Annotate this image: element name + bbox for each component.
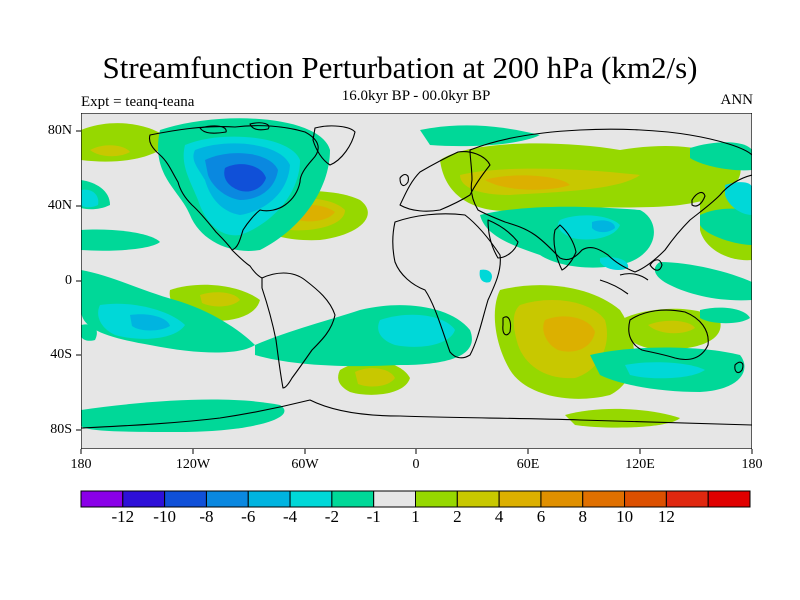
x-tick-label: 180: [70, 457, 92, 472]
colorbar-swatch: [415, 490, 458, 508]
chart-subtitle: 16.0kyr BP - 00.0kyr BP: [341, 88, 491, 104]
colorbar-label: 4: [494, 507, 504, 526]
x-tick-label: 180: [741, 457, 763, 472]
colorbar-swatch: [289, 490, 333, 508]
colorbar-swatch: [456, 490, 500, 508]
colorbar-label: 8: [578, 507, 588, 526]
colorbar-swatch: [665, 490, 709, 508]
colorbar-swatch: [247, 490, 291, 508]
y-tick-label: 40N: [47, 198, 72, 213]
colorbar-label: 12: [657, 507, 675, 526]
colorbar: [80, 490, 751, 508]
colorbar-label: 1: [411, 507, 420, 526]
colorbar-swatch: [707, 490, 751, 508]
colorbar-label: -8: [199, 507, 214, 526]
colorbar-swatch: [122, 490, 166, 508]
x-tick-label: 0: [412, 457, 420, 472]
colorbar-swatch: [331, 490, 375, 508]
y-tick-label: 0: [65, 273, 72, 288]
x-tick-label: 60E: [516, 457, 540, 472]
colorbar-label: -1: [366, 507, 381, 526]
contour-fill-level-neg8: [224, 164, 266, 192]
colorbar-label: -10: [153, 507, 176, 526]
colorbar-swatch: [164, 490, 207, 508]
colorbar-label: -2: [324, 507, 339, 526]
x-tick-label: 60W: [291, 457, 319, 472]
colorbar-swatch: [540, 490, 584, 508]
colorbar-label: -12: [111, 507, 135, 526]
chart-title: Streamfunction Perturbation at 200 hPa (…: [102, 50, 698, 85]
colorbar-swatch: [205, 490, 249, 508]
colorbar-swatch: [80, 490, 124, 508]
experiment-label: Expt = teanq-teana: [81, 94, 195, 110]
y-tick-label: 40S: [50, 347, 72, 362]
x-tick-label: 120E: [625, 457, 655, 472]
colorbar-label: -6: [241, 507, 256, 526]
colorbar-swatch: [624, 490, 667, 508]
y-tick-label: 80N: [47, 123, 72, 138]
colorbar-label: -4: [282, 507, 298, 526]
colorbar-swatch: [582, 490, 626, 508]
axis-ticks: [76, 130, 753, 454]
colorbar-label: 2: [453, 507, 462, 526]
colorbar-swatch: [498, 490, 542, 508]
y-tick-label: 80S: [50, 422, 72, 437]
continent-outlines: [81, 122, 752, 429]
period-label: ANN: [720, 92, 754, 108]
colorbar-label: 6: [536, 507, 546, 526]
colorbar-swatch: [373, 490, 417, 508]
colorbar-label: 10: [616, 507, 634, 526]
x-tick-label: 120W: [175, 457, 211, 472]
contour-fill-level-6: [290, 175, 595, 352]
